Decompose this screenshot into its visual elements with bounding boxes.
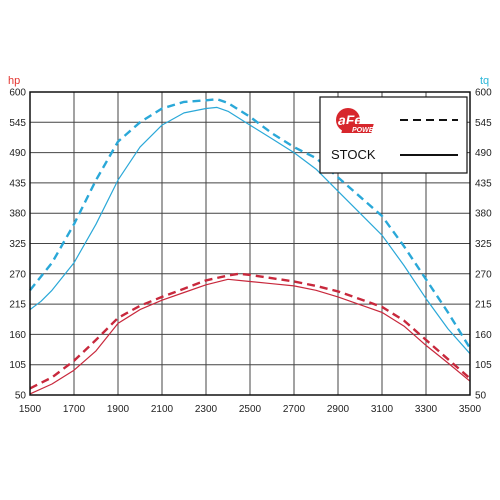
right-tick-label: 325 — [475, 239, 492, 250]
horsepower-solid-line — [29, 278, 471, 395]
x-axis-ticks: 1500 1700 1900 2100 2300 2500 2700 2900 3100 3300… — [19, 404, 482, 415]
left-tick-label: 105 — [9, 360, 26, 371]
x-tick-label: 1500 — [19, 404, 42, 415]
series-lines — [29, 98, 472, 395]
left-axis-ticks: 50 105 160 215 270 325 380 435 490 545 600 — [9, 88, 26, 402]
right-tick-label: 50 — [475, 391, 487, 402]
left-tick-label: 490 — [9, 148, 26, 159]
left-tick-label: 215 — [9, 300, 26, 311]
right-tick-label: 490 — [475, 148, 492, 159]
x-tick-label: 2300 — [195, 404, 218, 415]
left-tick-label: 435 — [9, 178, 26, 189]
x-tick-label: 1700 — [63, 404, 86, 415]
left-tick-label: 380 — [9, 209, 26, 220]
x-tick-label: 1900 — [107, 404, 130, 415]
right-tick-label: 380 — [475, 209, 492, 220]
right-tick-label: 435 — [475, 178, 492, 189]
right-tick-label: 545 — [475, 118, 492, 129]
left-tick-label: 50 — [15, 391, 27, 402]
x-tick-label: 3300 — [415, 404, 438, 415]
x-tick-label: 3100 — [371, 404, 394, 415]
plot-frame — [29, 91, 471, 396]
torque-solid-line — [29, 106, 471, 355]
right-tick-label: 215 — [475, 300, 492, 311]
hp-axis-label: hp — [8, 75, 20, 87]
logo-banner — [341, 124, 374, 133]
left-tick-label: 600 — [9, 88, 26, 99]
logo-subtext: POWER — [352, 127, 378, 134]
legend: aFe POWER STOCK — [319, 96, 468, 174]
legend-label-stock: STOCK — [331, 147, 376, 162]
x-tick-label: 3500 — [459, 404, 482, 415]
right-tick-label: 105 — [475, 360, 492, 371]
tq-axis-label: tq — [480, 75, 489, 87]
horsepower-dashed-line — [29, 272, 471, 390]
x-tick-label: 2500 — [239, 404, 262, 415]
left-tick-label: 160 — [9, 330, 26, 341]
left-tick-label: 325 — [9, 239, 26, 250]
right-tick-label: 160 — [475, 330, 492, 341]
right-axis-ticks: 50 105 160 215 270 325 380 435 490 545 600 — [475, 88, 492, 402]
right-tick-label: 600 — [475, 88, 492, 99]
x-tick-label: 2100 — [151, 404, 174, 415]
x-tick-label: 2900 — [327, 404, 350, 415]
right-tick-label: 270 — [475, 269, 492, 280]
left-tick-label: 270 — [9, 269, 26, 280]
afe-power-logo: aFe POWER — [336, 108, 378, 134]
x-tick-label: 2700 — [283, 404, 306, 415]
left-tick-label: 545 — [9, 118, 26, 129]
